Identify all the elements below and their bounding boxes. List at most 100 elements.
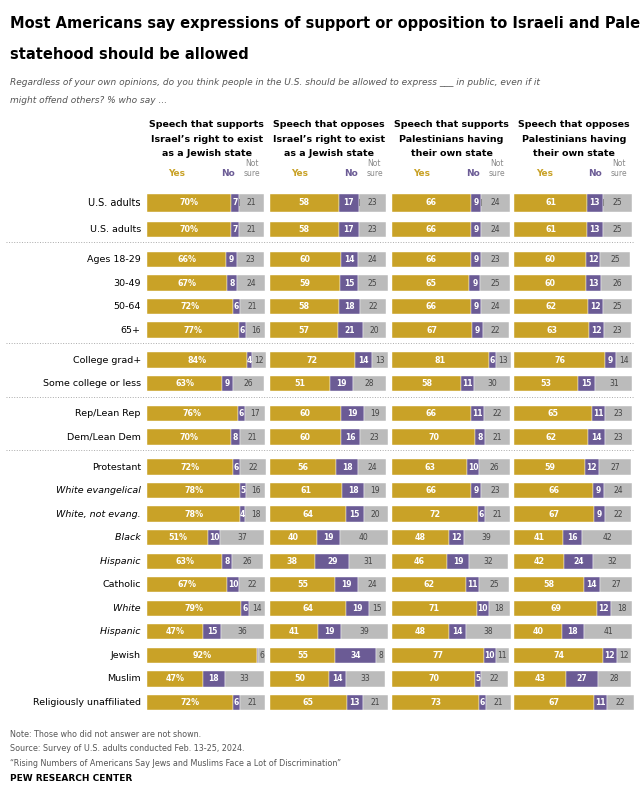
FancyBboxPatch shape — [364, 507, 388, 522]
Text: 26: 26 — [243, 556, 252, 566]
FancyBboxPatch shape — [481, 222, 510, 238]
FancyBboxPatch shape — [346, 672, 385, 687]
FancyBboxPatch shape — [225, 672, 264, 687]
FancyBboxPatch shape — [269, 251, 341, 268]
Text: 24: 24 — [573, 556, 584, 566]
FancyBboxPatch shape — [603, 222, 632, 238]
FancyBboxPatch shape — [515, 483, 593, 499]
FancyBboxPatch shape — [587, 222, 603, 238]
Text: 39: 39 — [360, 627, 369, 637]
Text: 22: 22 — [247, 580, 257, 590]
FancyBboxPatch shape — [392, 251, 470, 268]
Text: 21: 21 — [345, 325, 355, 335]
Text: 8: 8 — [477, 432, 483, 442]
Text: Yes: Yes — [168, 169, 186, 178]
Text: 72%: 72% — [180, 697, 200, 707]
Text: 32: 32 — [484, 556, 493, 566]
FancyBboxPatch shape — [369, 601, 387, 616]
Text: 22: 22 — [248, 462, 258, 472]
FancyBboxPatch shape — [470, 554, 508, 569]
FancyBboxPatch shape — [245, 507, 266, 522]
Text: Israel’s right to exist: Israel’s right to exist — [151, 135, 263, 144]
Text: 66: 66 — [426, 225, 437, 234]
Text: 25: 25 — [612, 198, 622, 208]
Text: Most Americans say expressions of support or opposition to Israeli and Palestini: Most Americans say expressions of suppor… — [10, 16, 640, 31]
Text: 10: 10 — [477, 603, 488, 613]
Text: 22: 22 — [492, 409, 502, 418]
Text: 41: 41 — [603, 627, 612, 637]
Text: 25: 25 — [489, 580, 499, 590]
Text: 8: 8 — [233, 432, 238, 442]
FancyBboxPatch shape — [330, 376, 353, 392]
FancyBboxPatch shape — [515, 430, 588, 445]
FancyBboxPatch shape — [481, 672, 508, 687]
Text: 28: 28 — [365, 379, 374, 388]
Text: 25: 25 — [490, 278, 500, 288]
Text: 23: 23 — [369, 432, 379, 442]
FancyBboxPatch shape — [339, 194, 359, 212]
Text: 19: 19 — [453, 556, 463, 566]
FancyBboxPatch shape — [358, 577, 387, 593]
Text: 15: 15 — [349, 509, 360, 519]
Text: PEW RESEARCH CENTER: PEW RESEARCH CENTER — [10, 774, 132, 783]
FancyBboxPatch shape — [340, 530, 388, 546]
FancyBboxPatch shape — [392, 276, 470, 291]
Text: 10: 10 — [468, 462, 478, 472]
FancyBboxPatch shape — [470, 299, 481, 315]
FancyBboxPatch shape — [239, 323, 246, 338]
FancyBboxPatch shape — [586, 251, 600, 268]
FancyBboxPatch shape — [562, 624, 584, 640]
Text: 65: 65 — [303, 697, 314, 707]
FancyBboxPatch shape — [488, 353, 496, 368]
FancyBboxPatch shape — [269, 323, 337, 338]
Text: 66%: 66% — [177, 255, 196, 264]
Text: 9: 9 — [228, 255, 234, 264]
FancyBboxPatch shape — [472, 323, 483, 338]
Text: 72%: 72% — [180, 302, 200, 311]
Text: 55: 55 — [297, 650, 308, 660]
FancyBboxPatch shape — [467, 460, 479, 475]
Text: 61: 61 — [300, 486, 312, 496]
Text: 84%: 84% — [188, 355, 207, 365]
FancyBboxPatch shape — [240, 695, 265, 710]
Text: 60: 60 — [545, 278, 556, 288]
FancyBboxPatch shape — [341, 406, 364, 422]
Text: 6: 6 — [479, 509, 484, 519]
Text: 23: 23 — [490, 486, 500, 496]
FancyBboxPatch shape — [392, 507, 478, 522]
Text: 6: 6 — [234, 697, 239, 707]
Text: 67%: 67% — [178, 278, 196, 288]
FancyBboxPatch shape — [337, 323, 363, 338]
FancyBboxPatch shape — [240, 430, 265, 445]
Text: 39: 39 — [482, 533, 492, 543]
Text: 42: 42 — [603, 533, 612, 543]
FancyBboxPatch shape — [147, 194, 230, 212]
FancyBboxPatch shape — [392, 222, 470, 238]
FancyBboxPatch shape — [364, 483, 387, 499]
FancyBboxPatch shape — [392, 577, 466, 593]
Text: 58: 58 — [421, 379, 432, 388]
FancyBboxPatch shape — [269, 672, 329, 687]
Text: 9: 9 — [596, 486, 601, 496]
FancyBboxPatch shape — [605, 430, 632, 445]
FancyBboxPatch shape — [315, 554, 349, 569]
Text: 9: 9 — [474, 225, 479, 234]
Text: 18: 18 — [251, 509, 260, 519]
FancyBboxPatch shape — [147, 323, 239, 338]
FancyBboxPatch shape — [239, 194, 264, 212]
FancyBboxPatch shape — [237, 251, 264, 268]
FancyBboxPatch shape — [147, 460, 233, 475]
Text: Note: Those who did not answer are not shown.: Note: Those who did not answer are not s… — [10, 730, 201, 739]
Text: 66: 66 — [548, 486, 559, 496]
Text: 58: 58 — [543, 580, 554, 590]
FancyBboxPatch shape — [582, 530, 632, 546]
Text: 10: 10 — [484, 650, 495, 660]
Text: 57: 57 — [298, 325, 309, 335]
Text: 23: 23 — [368, 225, 378, 234]
FancyBboxPatch shape — [515, 406, 592, 422]
Text: 79%: 79% — [185, 603, 204, 613]
Text: 8: 8 — [378, 650, 383, 660]
FancyBboxPatch shape — [246, 323, 265, 338]
FancyBboxPatch shape — [515, 353, 605, 368]
Text: White: White — [107, 603, 141, 613]
